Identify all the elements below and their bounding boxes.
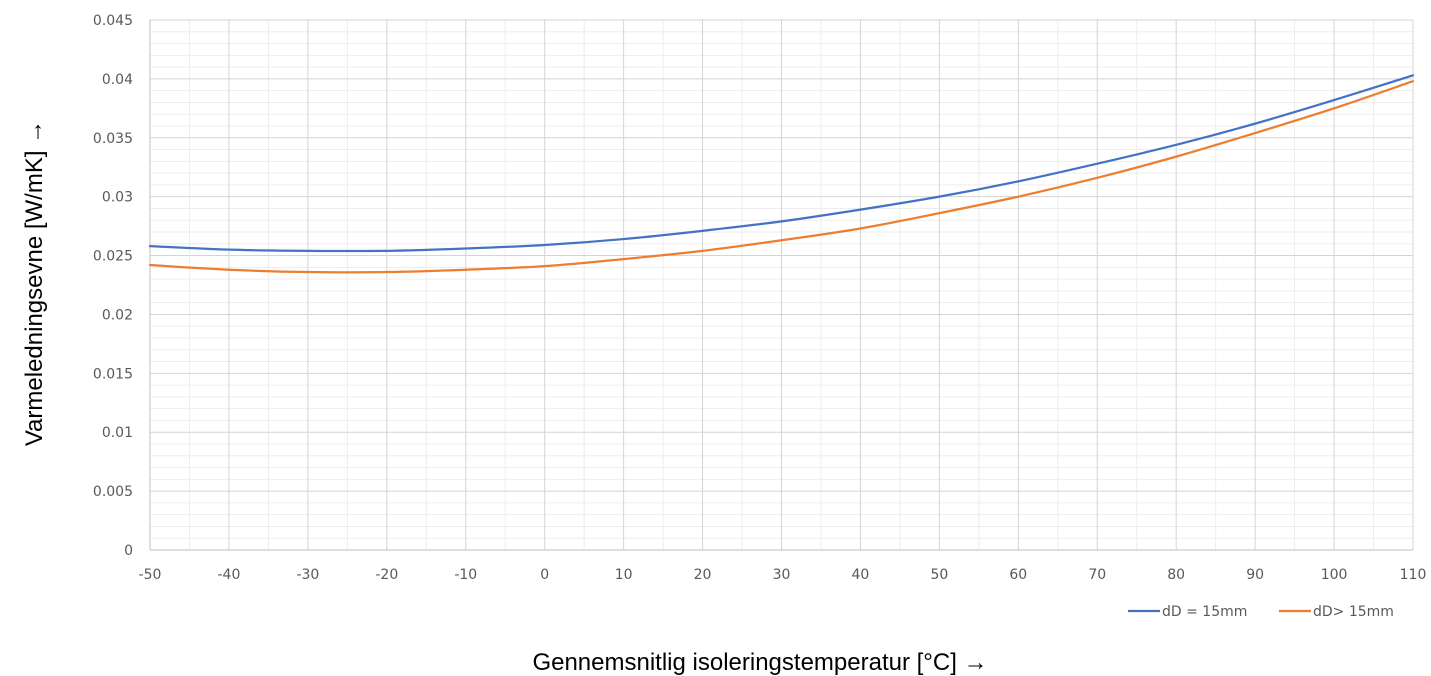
x-tick-label: 40 [852, 567, 870, 583]
x-tick-label: 90 [1246, 567, 1264, 583]
y-tick-label: 0.035 [93, 131, 133, 147]
axes [149, 20, 1414, 551]
legend-label-2: dD> 15mm [1313, 604, 1394, 620]
x-tick-label: 0 [540, 567, 549, 583]
x-tick-label: 70 [1088, 567, 1106, 583]
series-layer [148, 74, 1415, 274]
series-line-1 [148, 74, 1415, 253]
y-tick-label: 0.025 [93, 249, 133, 265]
y-tick-label: 0.045 [93, 13, 133, 29]
x-tick-label: 50 [930, 567, 948, 583]
major-gridlines [150, 19, 1414, 550]
x-tick-label: -30 [296, 567, 319, 583]
x-tick-label: 60 [1009, 567, 1027, 583]
y-tick-label: 0.015 [93, 366, 133, 382]
x-tick-label: 20 [694, 567, 712, 583]
y-tick-label: 0 [124, 543, 133, 559]
x-tick-label: 30 [773, 567, 791, 583]
x-tick-label: -10 [454, 567, 477, 583]
legend-label-1: dD = 15mm [1162, 604, 1247, 620]
y-tick-label: 0.02 [102, 307, 133, 323]
x-axis-title: Gennemsnitlig isoleringstemperatur [°C] … [532, 649, 987, 676]
x-tick-label: -50 [139, 567, 162, 583]
legend: dD = 15mm dD> 15mm [1128, 604, 1394, 620]
y-tick-label: 0.03 [102, 190, 133, 206]
series-line-2 [148, 80, 1415, 274]
x-tick-label: 10 [615, 567, 633, 583]
x-tick-label: -40 [218, 567, 241, 583]
x-tick-label: 80 [1167, 567, 1185, 583]
tick-labels: -50 -40 -30 -20 -10 0 10 20 30 40 50 60 70 80 90 100 110… [93, 13, 1426, 583]
y-tick-label: 0.04 [102, 72, 133, 88]
x-tick-label: 100 [1321, 567, 1348, 583]
y-tick-label: 0.005 [93, 484, 133, 500]
x-tick-label: 110 [1400, 567, 1427, 583]
x-tick-label: -20 [375, 567, 398, 583]
y-axis-title: Varmeledningsevne [W/mK] → [21, 120, 48, 446]
y-tick-label: 0.01 [102, 425, 133, 441]
